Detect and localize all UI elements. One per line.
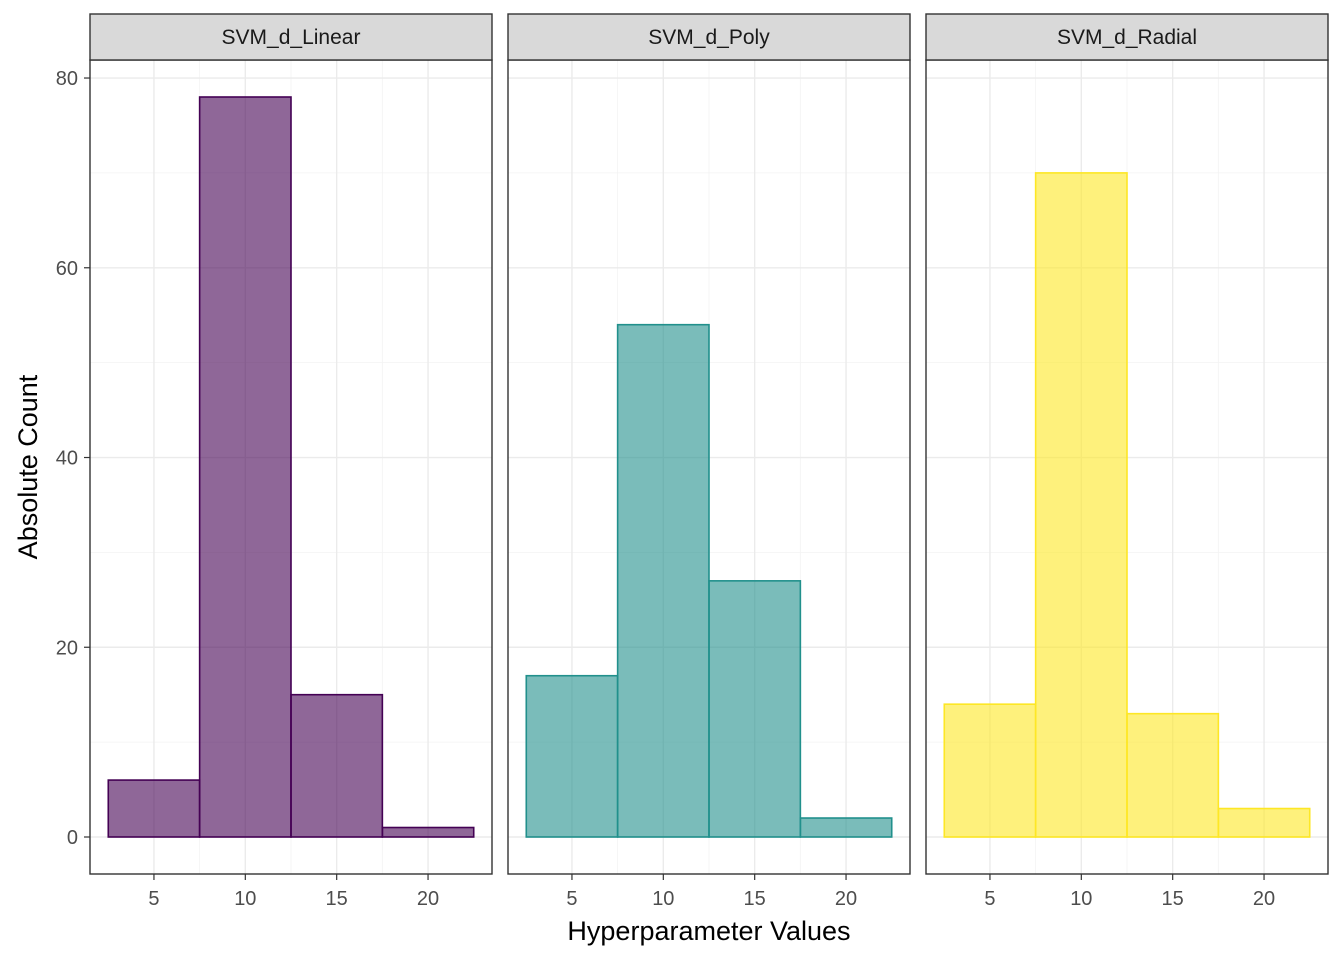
x-tick-label: 20 xyxy=(835,888,857,910)
y-axis-title: Absolute Count xyxy=(13,374,43,559)
y-tick-label: 60 xyxy=(56,258,78,280)
histogram-bar xyxy=(107,779,201,838)
x-tick-label: 20 xyxy=(417,888,439,910)
histogram-bar xyxy=(525,674,619,838)
x-tick-label: 5 xyxy=(984,888,995,910)
panel-svm-d-radial: SVM_d_Radial 5 10 15 20 xyxy=(925,13,1329,910)
x-tick-label: 10 xyxy=(652,888,674,910)
x-axis-title: Hyperparameter Values xyxy=(567,916,850,946)
x-tick-label: 5 xyxy=(566,888,577,910)
histogram-bar xyxy=(381,826,475,838)
histogram-bar xyxy=(799,817,893,838)
histogram-bar xyxy=(616,323,710,838)
x-tick-label: 15 xyxy=(1162,888,1184,910)
y-tick-label: 0 xyxy=(67,827,78,849)
x-tick-label: 20 xyxy=(1253,888,1275,910)
facet-strip xyxy=(925,13,1329,61)
histogram-bar xyxy=(1126,712,1220,838)
histogram-bar xyxy=(198,96,292,838)
facet-strip-label: SVM_d_Poly xyxy=(648,26,770,49)
histogram-bar xyxy=(1217,807,1311,838)
histogram-bar xyxy=(943,703,1037,838)
histogram-bar xyxy=(290,693,384,838)
x-tick-label: 5 xyxy=(148,888,159,910)
facet-strip xyxy=(89,13,493,61)
y-tick-label: 40 xyxy=(56,448,78,470)
histogram-bar xyxy=(1034,172,1128,838)
panel-svm-d-linear: SVM_d_Linear 5 10 15 20 xyxy=(89,13,493,910)
x-tick-label: 10 xyxy=(1070,888,1092,910)
x-tick-label: 15 xyxy=(744,888,766,910)
panel-svm-d-poly: SVM_d_Poly 5 10 15 20 xyxy=(507,13,911,910)
y-tick-label: 80 xyxy=(56,68,78,90)
facet-strip-label: SVM_d_Linear xyxy=(222,26,361,49)
facet-strip xyxy=(507,13,911,61)
facet-strip-label: SVM_d_Radial xyxy=(1057,26,1197,49)
y-tick-label: 20 xyxy=(56,637,78,659)
histogram-bar xyxy=(708,580,802,838)
x-tick-label: 15 xyxy=(326,888,348,910)
y-axis: 0 20 40 60 80 xyxy=(56,68,90,849)
x-tick-label: 10 xyxy=(234,888,256,910)
